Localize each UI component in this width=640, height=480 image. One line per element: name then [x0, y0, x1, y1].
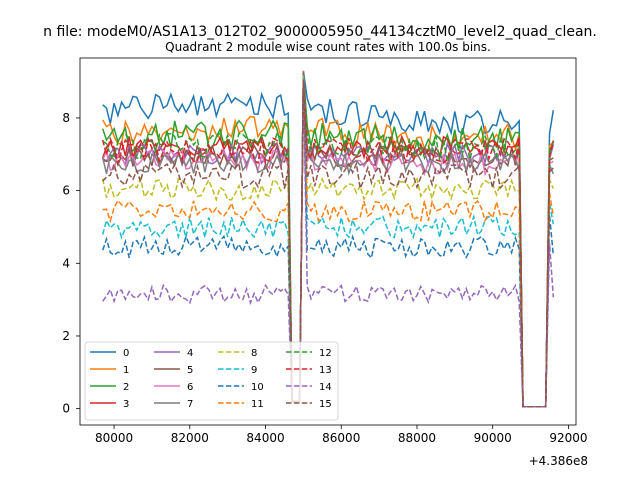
series-line-7 [101, 75, 554, 408]
figure-suptitle: n file: modeM0/AS1A13_012T02_9000005950_… [43, 24, 597, 40]
legend-label-4: 4 [187, 348, 193, 359]
chart-title: Quadrant 2 module wise count rates with … [165, 40, 491, 54]
series-line-11 [102, 78, 555, 408]
series-line-13 [101, 80, 555, 408]
legend-label-1: 1 [123, 365, 129, 376]
legend-label-2: 2 [123, 382, 129, 393]
series-line-0 [102, 70, 555, 408]
legend-label-3: 3 [123, 399, 129, 410]
legend-label-5: 5 [187, 365, 193, 376]
series-line-15 [102, 81, 554, 408]
legend-label-15: 15 [319, 399, 332, 410]
legend-label-10: 10 [251, 382, 264, 393]
x-tick-label: 82000 [171, 431, 209, 445]
y-tick-label: 0 [62, 402, 70, 416]
y-tick-label: 4 [62, 256, 70, 270]
x-tick-label: 84000 [246, 431, 284, 445]
x-tick-label: 88000 [398, 431, 436, 445]
series-line-8 [101, 76, 554, 408]
series-line-14 [102, 80, 555, 408]
y-axis: 0 2 4 6 8 [62, 111, 80, 416]
y-tick-label: 2 [62, 329, 70, 343]
legend-label-12: 12 [319, 348, 332, 359]
legend-label-9: 9 [251, 365, 257, 376]
legend-label-8: 8 [251, 348, 257, 359]
legend-label-0: 0 [123, 348, 129, 359]
x-offset-label: +4.386e8 [529, 454, 588, 468]
legend-label-7: 7 [187, 399, 193, 410]
legend-box [84, 341, 339, 421]
legend-label-13: 13 [319, 365, 332, 376]
x-tick-label: 90000 [474, 431, 512, 445]
x-tick-label: 92000 [549, 431, 587, 445]
legend-label-6: 6 [187, 382, 193, 393]
x-tick-label: 86000 [322, 431, 360, 445]
y-tick-label: 6 [62, 184, 70, 198]
plot-frame [79, 57, 577, 426]
y-tick-label: 8 [62, 111, 70, 125]
series-line-9 [101, 77, 555, 408]
x-tick-label: 80000 [95, 431, 133, 445]
series-line-10 [101, 77, 555, 408]
x-axis: 80000 82000 84000 86000 88000 90000 92000 [95, 425, 588, 445]
plot-series [101, 70, 555, 408]
legend-label-11: 11 [251, 399, 264, 410]
legend-label-14: 14 [319, 382, 332, 393]
